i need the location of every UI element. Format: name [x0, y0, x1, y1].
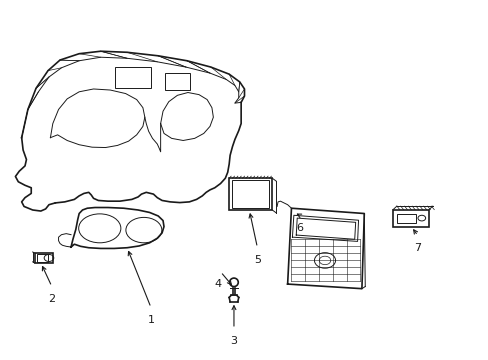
Text: 5: 5 — [253, 255, 261, 265]
Text: 1: 1 — [147, 315, 154, 325]
Text: 2: 2 — [48, 294, 55, 303]
Bar — [396, 214, 415, 223]
Bar — [165, 73, 190, 90]
Bar — [229, 178, 272, 210]
Bar — [35, 253, 53, 263]
Text: 7: 7 — [413, 243, 421, 253]
Bar — [392, 210, 428, 226]
Text: 6: 6 — [296, 223, 303, 233]
Bar — [37, 254, 47, 262]
Text: 4: 4 — [214, 279, 221, 289]
Text: 3: 3 — [230, 336, 237, 346]
Bar — [115, 67, 151, 88]
Bar — [232, 180, 269, 208]
